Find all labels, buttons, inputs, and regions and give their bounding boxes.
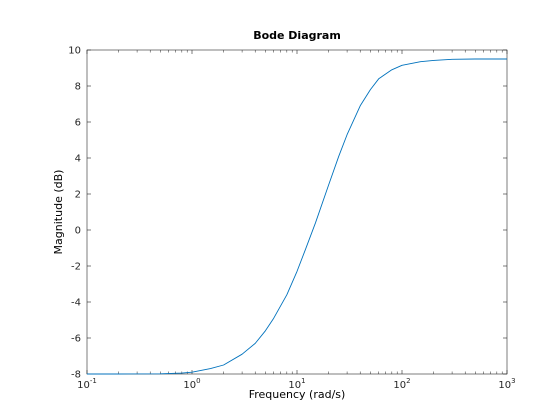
- y-tick-label: -8: [71, 370, 81, 381]
- y-tick-label: -6: [71, 334, 81, 345]
- x-tick-label-exponent: 0: [196, 377, 200, 385]
- x-tick-label-exponent: -1: [90, 377, 97, 385]
- x-tick-label-base: 10: [77, 380, 90, 391]
- magnitude-line: [87, 58, 507, 375]
- y-tick-label: 4: [75, 154, 81, 165]
- plot-area: [86, 49, 508, 375]
- x-tick-label-base: 10: [183, 380, 196, 391]
- y-tick-label: 0: [75, 226, 81, 237]
- y-tick-label: 10: [68, 46, 81, 57]
- chart-title: Bode Diagram: [253, 29, 341, 42]
- y-axis-label: Magnitude (dB): [52, 170, 65, 255]
- series-group: [87, 58, 507, 375]
- x-tick-label-base: 10: [288, 380, 301, 391]
- x-tick-label: 101: [288, 377, 305, 391]
- x-tick-label-base: 10: [498, 380, 511, 391]
- x-tick-label: 102: [393, 377, 410, 391]
- y-tick-label: 2: [75, 190, 81, 201]
- x-tick-label: 10-1: [77, 377, 97, 391]
- x-tick-label-exponent: 2: [406, 377, 410, 385]
- y-tick-label: 6: [75, 118, 81, 129]
- x-tick-label: 103: [498, 377, 515, 391]
- x-tick-label-exponent: 1: [301, 377, 305, 385]
- x-tick-label-base: 10: [393, 380, 406, 391]
- y-tick-label: 8: [75, 82, 81, 93]
- x-tick-label: 100: [183, 377, 200, 391]
- y-tick-label: -2: [71, 262, 81, 273]
- y-tick-label: -4: [71, 298, 81, 309]
- x-axis-label: Frequency (rad/s): [249, 388, 346, 401]
- x-tick-label-exponent: 3: [511, 377, 515, 385]
